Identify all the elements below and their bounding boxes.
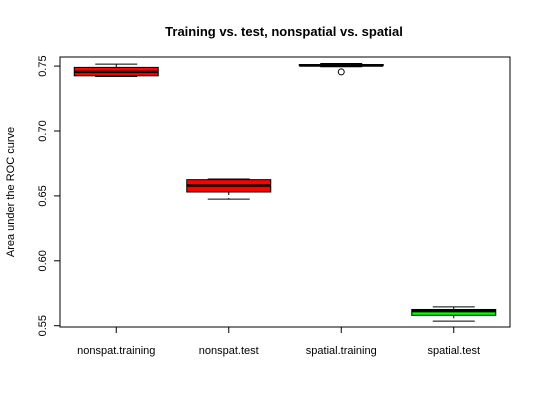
y-tick-label: 0.60 (37, 250, 49, 271)
y-axis-label: Area under the ROC curve (5, 127, 17, 257)
y-tick-label: 0.70 (37, 120, 49, 141)
y-tick-label: 0.65 (37, 185, 49, 206)
x-tick-label: nonspat.training (77, 345, 155, 357)
y-tick-label: 0.75 (37, 55, 49, 76)
y-tick-label: 0.55 (37, 315, 49, 336)
x-tick-label: spatial.test (427, 345, 480, 357)
x-tick-label: nonspat.test (199, 345, 259, 357)
outlier-point (337, 68, 345, 76)
x-tick-label: spatial.training (306, 345, 377, 357)
plot-frame (59, 56, 511, 328)
chart-title: Training vs. test, nonspatial vs. spatia… (165, 24, 403, 39)
